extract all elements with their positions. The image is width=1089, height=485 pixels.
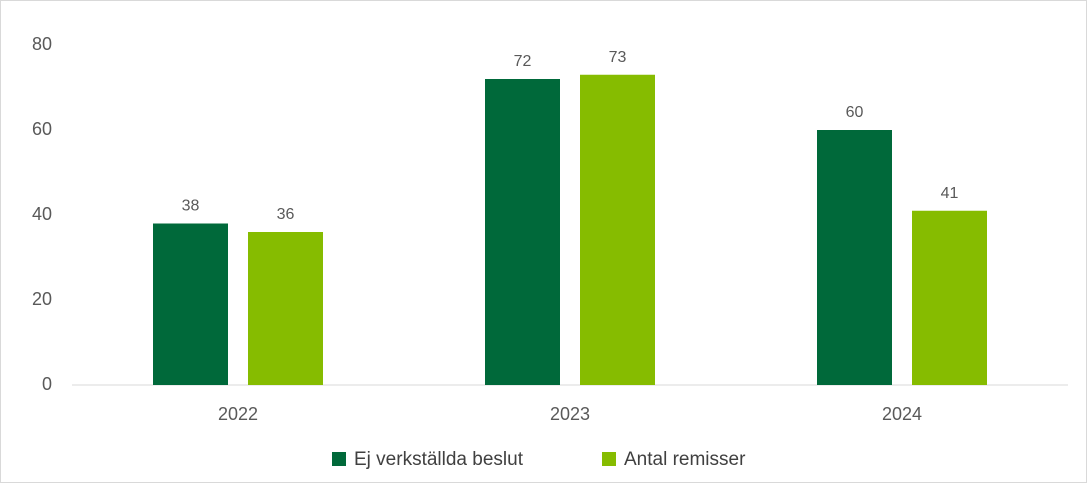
bar [912,210,987,385]
bar [817,130,892,385]
bar [580,74,655,385]
x-tick-label: 2023 [550,404,590,424]
value-label: 60 [846,104,864,121]
value-label: 73 [609,49,627,66]
bar [248,232,323,385]
x-tick-label: 2022 [218,404,258,424]
legend-label: Ej verkställda beslut [354,449,524,470]
y-tick-label: 40 [32,204,52,224]
legend-swatch [602,452,616,466]
y-tick-label: 80 [32,34,52,54]
y-tick-label: 0 [42,374,52,394]
bar [153,223,228,385]
value-label: 41 [941,185,959,202]
bar [485,79,560,385]
y-tick-label: 20 [32,289,52,309]
legend-label: Antal remisser [624,449,746,470]
value-label: 38 [182,198,200,215]
value-label: 72 [514,53,532,70]
legend-swatch [332,452,346,466]
value-label: 36 [277,206,295,223]
y-tick-label: 60 [32,119,52,139]
x-tick-label: 2024 [882,404,922,424]
